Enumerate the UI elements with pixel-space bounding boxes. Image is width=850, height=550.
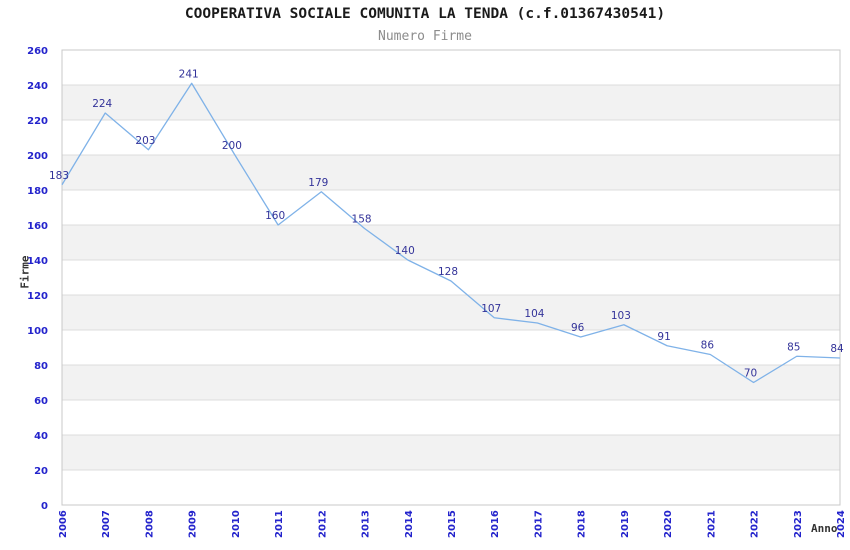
x-tick-label: 2021 <box>706 510 717 538</box>
x-tick-label: 2011 <box>274 510 285 538</box>
x-tick-label: 2009 <box>188 510 199 538</box>
chart-subtitle: Numero Firme <box>378 29 472 44</box>
value-label: 104 <box>524 308 544 320</box>
y-tick-label: 160 <box>27 221 48 232</box>
y-tick-label: 20 <box>34 466 48 477</box>
x-tick-label: 2024 <box>836 510 847 538</box>
y-tick-label: 100 <box>27 326 48 337</box>
x-tick-label: 2022 <box>750 510 761 538</box>
y-tick-label: 40 <box>34 431 48 442</box>
y-tick-label: 0 <box>41 501 48 512</box>
value-label: 183 <box>49 170 69 182</box>
value-label: 91 <box>657 331 670 343</box>
value-label: 103 <box>611 310 631 322</box>
x-tick-label: 2006 <box>58 510 69 538</box>
x-tick-label: 2018 <box>577 510 588 538</box>
x-tick-label: 2007 <box>101 510 112 538</box>
grid-band <box>62 120 840 155</box>
y-tick-label: 260 <box>27 46 48 57</box>
grid-band <box>62 330 840 365</box>
x-tick-label: 2013 <box>361 510 372 538</box>
x-tick-label: 2010 <box>231 510 242 538</box>
grid-band <box>62 400 840 435</box>
y-tick-label: 180 <box>27 186 48 197</box>
x-tick-label: 2023 <box>793 510 804 538</box>
grid-band <box>62 155 840 190</box>
y-tick-label: 120 <box>27 291 48 302</box>
x-tick-label: 2016 <box>490 510 501 538</box>
x-tick-label: 2015 <box>447 510 458 538</box>
value-label: 158 <box>352 214 372 226</box>
y-tick-label: 140 <box>27 256 48 267</box>
grid-band <box>62 50 840 85</box>
value-label: 241 <box>179 68 199 80</box>
value-label: 107 <box>481 303 501 315</box>
grid-band <box>62 470 840 505</box>
grid-band <box>62 365 840 400</box>
grid-band <box>62 295 840 330</box>
x-tick-label: 2012 <box>317 510 328 538</box>
value-label: 128 <box>438 266 458 278</box>
value-label: 96 <box>571 322 585 334</box>
x-tick-label: 2014 <box>404 510 415 538</box>
y-tick-label: 240 <box>27 81 48 92</box>
y-tick-label: 60 <box>34 396 48 407</box>
y-tick-label: 220 <box>27 116 48 127</box>
value-label: 70 <box>744 368 757 380</box>
grid-band <box>62 190 840 225</box>
value-label: 203 <box>135 135 155 147</box>
value-label: 86 <box>701 340 715 352</box>
grid-band <box>62 85 840 120</box>
series-line <box>61 82 841 384</box>
value-label: 84 <box>830 343 844 355</box>
value-label: 85 <box>787 341 800 353</box>
grid-band <box>62 260 840 295</box>
value-label: 200 <box>222 140 242 152</box>
grid-band <box>62 225 840 260</box>
x-tick-label: 2017 <box>533 510 544 538</box>
value-label: 224 <box>92 98 112 110</box>
grid-band <box>62 435 840 470</box>
x-tick-label: 2020 <box>663 510 674 538</box>
value-label: 179 <box>308 177 328 189</box>
y-tick-label: 200 <box>27 151 48 162</box>
x-axis-title: Anno <box>811 522 838 535</box>
chart-title: COOPERATIVA SOCIALE COMUNITA LA TENDA (c… <box>184 6 666 22</box>
plot-frame <box>61 49 841 506</box>
y-tick-label: 80 <box>34 361 48 372</box>
value-label: 160 <box>265 210 285 222</box>
value-label: 140 <box>395 245 415 257</box>
x-tick-label: 2019 <box>620 510 631 538</box>
x-tick-label: 2008 <box>144 510 155 538</box>
